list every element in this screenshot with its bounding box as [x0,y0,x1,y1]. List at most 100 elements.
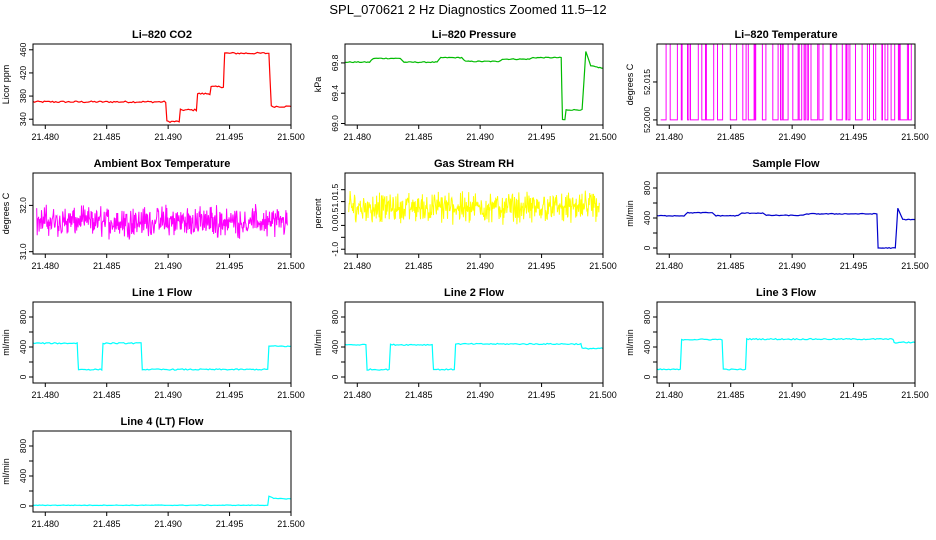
y-tick-label: -1.0 [330,242,340,257]
y-tick-label: 0 [18,374,28,379]
series-line [657,207,915,250]
plot-frame [32,172,292,255]
series-line [348,190,600,225]
x-tick-label: 21.495 [840,132,868,142]
x-tick-label: 21.500 [277,390,305,400]
panel-title: Li–820 Pressure [432,29,516,41]
x-tick-label: 21.500 [901,132,929,142]
plot-frame [344,43,604,126]
x-tick-label: 21.485 [93,390,121,400]
panel-3: Li–820 Temperature degrees C 21.480 21.485 2… [625,29,929,142]
x-tick-label: 21.490 [466,261,494,271]
x-tick-label: 21.480 [32,390,60,400]
series-group [660,44,912,121]
panel-6: Sample Flow ml/min 21.480 21.485 21.490 21.49… [625,158,929,271]
y-tick-label: 800 [642,310,652,324]
panel-4: Ambient Box Temperature degrees C 21.480 21… [1,158,305,271]
y-tick-label: 800 [642,181,652,195]
panel-title: Sample Flow [752,158,820,170]
series-line [33,495,291,507]
y-axis-label: kPa [313,77,323,93]
y-tick-label: 32.0 [18,197,28,214]
series-line [345,342,603,371]
series-line [657,337,915,371]
y-tick-label: 420 [18,66,28,80]
plot-frame [656,301,916,384]
x-tick-label: 21.490 [154,261,182,271]
panel-title: Line 1 Flow [132,287,192,299]
plot-frame [32,430,292,513]
series-line [33,51,291,124]
y-tick-label: 460 [18,42,28,56]
series-line [33,341,291,372]
y-tick-label: 800 [330,310,340,324]
y-tick-label: 0 [18,503,28,508]
panel-8: Line 2 Flow ml/min 21.480 21.485 21.490 21.49… [313,287,617,400]
x-tick-label: 21.485 [717,132,745,142]
y-tick-label: 400 [18,340,28,354]
x-tick-label: 21.495 [216,132,244,142]
x-tick-label: 21.480 [344,132,372,142]
series-line [660,44,912,121]
panel-1: Li–820 CO2 Licor ppm 21.480 21.485 21.490 21.… [1,29,305,142]
x-tick-label: 21.485 [93,261,121,271]
x-tick-label: 21.480 [32,132,60,142]
series-group [345,342,603,371]
y-tick-label: 0.0 [330,219,340,231]
series-group [33,51,291,124]
series-group [33,495,291,507]
x-tick-label: 21.490 [778,390,806,400]
x-tick-label: 21.490 [778,132,806,142]
series-line [345,51,603,121]
x-tick-label: 21.485 [405,132,433,142]
x-tick-label: 21.500 [901,261,929,271]
y-tick-label: 400 [330,340,340,354]
panel-title: Line 3 Flow [756,287,816,299]
panel-7: Line 1 Flow ml/min 21.480 21.485 21.490 21.49… [1,287,305,400]
panel-5: Gas Stream RH percent 21.480 21.485 21.490 21… [313,158,617,271]
plot-frame [32,301,292,384]
y-tick-label: 69.4 [330,85,340,102]
y-tick-label: 69.0 [330,115,340,132]
x-tick-label: 21.485 [93,519,121,529]
x-tick-label: 21.490 [154,519,182,529]
series-group [33,341,291,372]
panel-title: Gas Stream RH [434,158,514,170]
plot-frame [656,43,916,126]
x-tick-label: 21.485 [717,390,745,400]
y-tick-label: 0 [330,374,340,379]
x-tick-label: 21.495 [528,132,556,142]
y-tick-label: 52.015 [642,69,652,95]
y-axis-label: degrees C [1,192,11,234]
y-tick-label: 800 [18,439,28,453]
series-group [657,207,915,250]
x-tick-label: 21.500 [277,519,305,529]
x-tick-label: 21.485 [717,261,745,271]
plot-frame [656,172,916,255]
y-tick-label: 400 [642,340,652,354]
x-tick-label: 21.500 [589,261,617,271]
x-tick-label: 21.490 [778,261,806,271]
series-group [657,337,915,371]
x-tick-label: 21.490 [466,132,494,142]
x-tick-label: 21.485 [405,390,433,400]
plot-frame [344,301,604,384]
series-group [36,204,288,240]
x-tick-label: 21.495 [528,390,556,400]
y-axis-label: ml/min [625,329,635,356]
x-tick-label: 21.480 [344,390,372,400]
y-tick-label: 52.000 [642,107,652,133]
x-tick-label: 21.480 [32,519,60,529]
y-tick-label: 1.0 [330,195,340,207]
x-tick-label: 21.495 [840,261,868,271]
y-axis-label: percent [313,198,323,229]
panel-9: Line 3 Flow ml/min 21.480 21.485 21.490 21.49… [625,287,929,400]
y-axis-label: ml/min [313,329,323,356]
panel-10: Line 4 (LT) Flow ml/min 21.480 21.485 21.490… [1,416,305,529]
page-title: SPL_070621 2 Hz Diagnostics Zoomed 11.5–… [329,2,606,17]
y-tick-label: 380 [18,89,28,103]
x-tick-label: 21.495 [216,390,244,400]
x-tick-label: 21.480 [344,261,372,271]
x-tick-label: 21.500 [277,132,305,142]
